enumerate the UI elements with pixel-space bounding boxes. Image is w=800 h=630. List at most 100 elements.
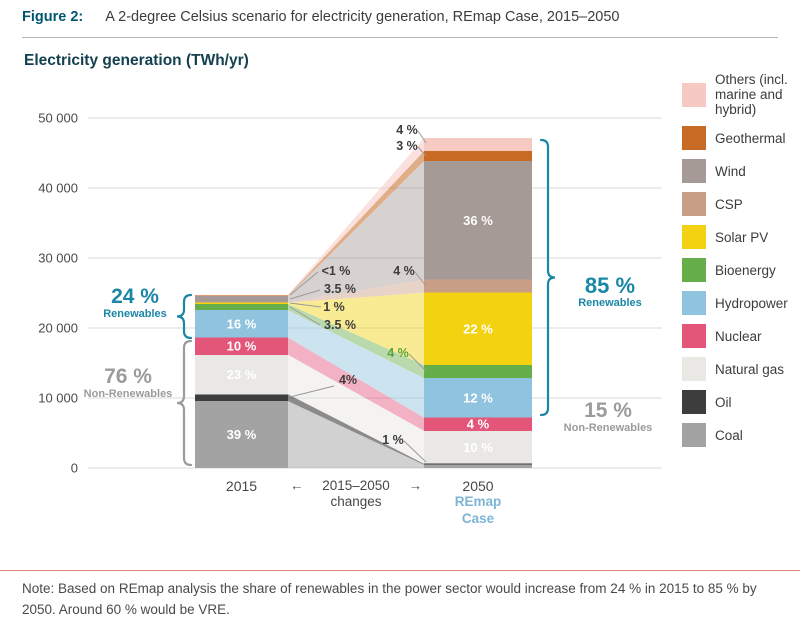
flow-oil (288, 394, 424, 465)
legend-swatch-solar-pv (682, 225, 706, 250)
bar-label-wind: 36 % (463, 213, 493, 228)
legend-swatch-natural-gas (682, 357, 706, 382)
legend-item-csp: CSP (682, 192, 796, 217)
x-axis-label-case: Case (461, 510, 495, 526)
y-tick-label: 30 000 (38, 251, 78, 266)
change-label-csp-2050: 4 % (393, 264, 415, 278)
x-axis-label-remap: REmap (454, 494, 502, 509)
legend-item-oil: Oil (682, 390, 796, 415)
y-tick-label: 20 000 (38, 321, 78, 336)
bar-label-natural-gas: 10 % (463, 440, 493, 455)
renewables-2050-label: Renewables (578, 297, 642, 310)
arrow-left-icon: ← (290, 478, 304, 493)
annotation-nonrenewables-2015: 76 % Non-Renewables (74, 365, 182, 401)
bar-segment-nuclear-2050 (424, 417, 532, 431)
arrow-right-icon: → (408, 478, 422, 493)
bar-segment-wind-2050 (424, 161, 532, 280)
legend-swatch-others-incl-marine-and-hybrid (682, 82, 706, 107)
legend-label-oil: Oil (715, 394, 732, 410)
legend-item-hydropower: Hydropower (682, 291, 796, 316)
changes-range: 2015–2050 (322, 478, 390, 493)
change-label-others-2050: 4 % (396, 123, 418, 137)
legend-swatch-oil (682, 390, 706, 415)
flow-bioenergy (288, 304, 424, 379)
bar-segment-natural-gas-2015 (195, 354, 288, 395)
legend: Others (incl. marine and hybrid) Geotherm… (682, 72, 796, 448)
bar-segment-oil-2015 (195, 394, 288, 402)
change-label-geothermal-2050: 3 % (396, 139, 418, 153)
flow-solar-pv (288, 292, 424, 366)
bar-percentage-labels: 39 % 23 % 10 % 16 % 10 % 4 % 12 % 22 % 36 % (227, 213, 494, 455)
annotation-renewables-2050: 85 % Renewables (560, 274, 660, 310)
bar-label-natural-gas: 23 % (227, 367, 257, 382)
change-label-solar-pv-2015: 1 % (323, 300, 345, 314)
bar-segment-wind-2015 (195, 296, 288, 303)
bar-label-nuclear: 10 % (227, 339, 257, 354)
flow-natural-gas (288, 354, 424, 464)
legend-item-natural-gas: Natural gas (682, 357, 796, 382)
x-axis-label-2050-year: 2050 (462, 478, 494, 494)
legend-item-solar-pv: Solar PV (682, 225, 796, 250)
bar-segment-solar-pv-2050 (424, 292, 532, 366)
note-divider (0, 570, 800, 571)
brace-renewables-2015 (176, 293, 193, 340)
change-label-others-2015: <1 % (322, 264, 351, 278)
annotation-nonrenewables-2050: 15 % Non-Renewables (552, 399, 664, 435)
flow-hydropower (288, 310, 424, 418)
figure-title: A 2-degree Celsius scenario for electric… (105, 9, 620, 25)
bar-segment-bioenergy-2050 (424, 365, 532, 379)
transition-flows (288, 138, 424, 468)
nonrenewables-2050-pct: 15 % (584, 399, 632, 422)
legend-item-bioenergy: Bioenergy (682, 258, 796, 283)
legend-swatch-wind (682, 159, 706, 184)
x-axis-label-2050: 2050 REmap Case (424, 478, 532, 528)
legend-label-natural-gas: Natural gas (715, 361, 785, 377)
nonrenewables-2015-pct: 76 % (104, 365, 152, 388)
legend-label-others-incl-marine-and-hybrid: Others (incl. marine and hybrid) (715, 72, 788, 118)
bar-segment-coal-2015 (195, 401, 288, 468)
legend-swatch-bioenergy (682, 258, 706, 283)
bar-segment-coal-2050 (424, 464, 532, 468)
header-divider (22, 37, 778, 38)
flow-others-incl-marine-and-hybrid (288, 138, 424, 296)
bar-segment-hydropower-2050 (424, 378, 532, 418)
change-label-wind-2015: 3.5 % (324, 282, 356, 296)
legend-item-others-incl-marine-and-hybrid: Others (incl. marine and hybrid) (682, 72, 796, 117)
flow-coal (288, 401, 424, 468)
chart-title: Electricity generation (TWh/yr) (24, 52, 249, 69)
change-label-oil-2015: 4% (339, 373, 357, 387)
x-axis-label-changes: ← 2015–2050 → changes (290, 478, 422, 509)
bar-segment-natural-gas-2050 (424, 430, 532, 464)
legend-swatch-coal (682, 423, 706, 448)
bar-label-coal: 39 % (227, 427, 257, 442)
legend-label-nuclear: Nuclear (715, 328, 762, 344)
nonrenewables-2050-label: Non-Renewables (563, 422, 653, 435)
figure-header: Figure 2: A 2-degree Celsius scenario fo… (22, 9, 620, 25)
renewables-2015-pct: 24 % (111, 285, 159, 308)
bar-segment-nuclear-2015 (195, 337, 288, 355)
bar-segment-geothermal-2015 (195, 295, 288, 297)
flow-nuclear (288, 337, 424, 431)
bar-segment-csp-2050 (424, 279, 532, 293)
y-tick-label: 40 000 (38, 181, 78, 196)
change-label-coal-2050: 1 % (382, 433, 404, 447)
legend-label-geothermal: Geothermal (715, 130, 786, 146)
legend-label-csp: CSP (715, 196, 743, 212)
y-tick-label: 50 000 (38, 111, 78, 126)
bar-label-hydropower: 12 % (463, 390, 493, 405)
changes-word: changes (330, 494, 382, 509)
y-tick-label: 10 000 (38, 391, 78, 406)
change-label-bioenergy-2015: 3.5 % (324, 318, 356, 332)
renewables-2050-pct: 85 % (584, 273, 636, 298)
legend-item-geothermal: Geothermal (682, 126, 796, 151)
legend-item-wind: Wind (682, 159, 796, 184)
bar-label-nuclear: 4 % (467, 417, 490, 432)
change-label-bioenergy-2050: 4 % (387, 346, 409, 360)
flow-wind (288, 161, 424, 303)
bar-label-solar-pv: 22 % (463, 321, 493, 336)
legend-swatch-geothermal (682, 126, 706, 151)
figure-label: Figure 2: (22, 9, 84, 25)
legend-label-wind: Wind (715, 163, 746, 179)
bar-label-hydropower: 16 % (227, 316, 257, 331)
